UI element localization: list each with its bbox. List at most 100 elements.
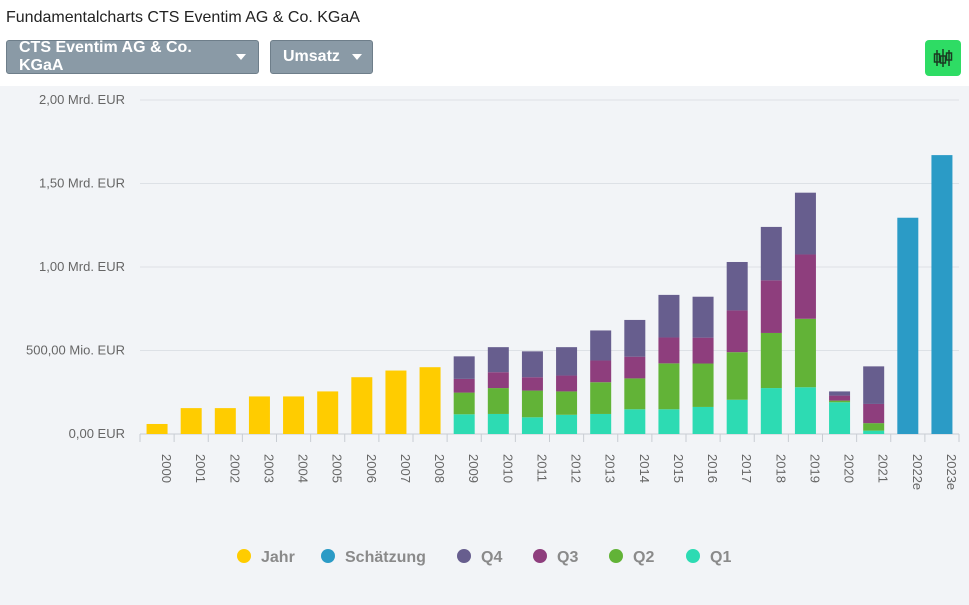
company-dropdown[interactable]: CTS Eventim AG & Co. KGaA	[6, 39, 259, 74]
bar-jahr-2001[interactable]	[180, 408, 202, 434]
x-tick-label: 2012	[569, 454, 584, 483]
bar-q4-2010[interactable]	[487, 347, 509, 373]
bar-q2-2012[interactable]	[556, 391, 578, 415]
bar-q3-2018[interactable]	[760, 280, 782, 333]
bar-schätzung-2022e[interactable]	[897, 217, 919, 434]
bar-q1-2019[interactable]	[794, 387, 816, 434]
bar-q2-2017[interactable]	[726, 352, 748, 400]
legend-label-q1[interactable]: Q1	[710, 549, 731, 566]
bar-jahr-2005[interactable]	[317, 391, 339, 434]
y-tick-label: 500,00 Mio. EUR	[26, 343, 125, 358]
bar-q4-2014[interactable]	[624, 319, 646, 357]
bar-q4-2012[interactable]	[556, 347, 578, 376]
x-tick-label: 2020	[842, 454, 857, 483]
bar-q1-2013[interactable]	[590, 413, 612, 434]
bar-q1-2018[interactable]	[760, 388, 782, 434]
bar-jahr-2003[interactable]	[248, 396, 270, 434]
bar-q2-2009[interactable]	[453, 392, 475, 415]
bar-q3-2009[interactable]	[453, 378, 475, 393]
bar-q1-2017[interactable]	[726, 399, 748, 434]
x-tick-label: 2003	[261, 454, 276, 483]
bar-q1-2014[interactable]	[624, 409, 646, 434]
x-tick-label: 2007	[398, 454, 413, 483]
bar-q4-2016[interactable]	[692, 296, 714, 338]
company-dropdown-label: CTS Eventim AG & Co. KGaA	[19, 39, 192, 74]
candlestick-chart-button[interactable]	[925, 40, 961, 76]
legend-marker-q4	[457, 549, 471, 563]
x-tick-label: 2023e	[944, 454, 959, 490]
bar-q3-2015[interactable]	[658, 337, 680, 364]
bar-jahr-2007[interactable]	[385, 370, 407, 434]
bar-schätzung-2023e[interactable]	[931, 155, 953, 435]
caret-down-icon	[351, 54, 362, 60]
bar-q1-2021[interactable]	[863, 430, 885, 434]
bar-q4-2013[interactable]	[590, 330, 612, 361]
legend-marker-q1	[686, 549, 700, 563]
x-tick-label: 2010	[500, 454, 515, 483]
bar-q4-2018[interactable]	[760, 226, 782, 281]
bar-jahr-2004[interactable]	[283, 396, 305, 434]
bar-q1-2009[interactable]	[453, 414, 475, 434]
y-tick-label: 1,00 Mrd. EUR	[39, 259, 125, 274]
bar-q2-2014[interactable]	[624, 378, 646, 410]
bar-q2-2020[interactable]	[829, 400, 851, 403]
y-tick-label: 0,00 EUR	[69, 426, 125, 441]
bar-q4-2015[interactable]	[658, 294, 680, 338]
bar-q3-2010[interactable]	[487, 372, 509, 389]
x-tick-label: 2002	[227, 454, 242, 483]
bar-q4-2019[interactable]	[794, 192, 816, 255]
bar-q1-2015[interactable]	[658, 409, 680, 434]
bar-q4-2020[interactable]	[829, 391, 851, 396]
bar-q2-2018[interactable]	[760, 332, 782, 389]
legend-marker-jahr	[237, 549, 251, 563]
bar-q2-2021[interactable]	[863, 423, 885, 431]
legend-label-q4[interactable]: Q4	[481, 549, 502, 566]
bar-q2-2015[interactable]	[658, 363, 680, 410]
bar-q2-2011[interactable]	[521, 390, 543, 418]
page-title: Fundamentalcharts CTS Eventim AG & Co. K…	[6, 9, 360, 26]
bar-q1-2020[interactable]	[829, 402, 851, 434]
bar-q1-2010[interactable]	[487, 413, 509, 434]
x-tick-label: 2021	[876, 454, 891, 483]
bar-q3-2011[interactable]	[521, 377, 543, 391]
bar-q3-2020[interactable]	[829, 395, 851, 401]
bar-q3-2019[interactable]	[794, 254, 816, 319]
legend-label-schätzung[interactable]: Schätzung	[345, 549, 426, 566]
x-tick-label: 2005	[330, 454, 345, 483]
bar-q1-2012[interactable]	[556, 414, 578, 434]
bar-jahr-2002[interactable]	[214, 408, 236, 434]
bar-q2-2013[interactable]	[590, 382, 612, 414]
legend-marker-q2	[609, 549, 623, 563]
bar-q3-2016[interactable]	[692, 337, 714, 364]
bar-q3-2021[interactable]	[863, 403, 885, 424]
metric-dropdown[interactable]: Umsatz	[270, 40, 373, 74]
legend-label-jahr[interactable]: Jahr	[261, 549, 295, 566]
bar-q3-2014[interactable]	[624, 356, 646, 379]
legend-label-q3[interactable]: Q3	[557, 549, 578, 566]
bar-q4-2011[interactable]	[521, 351, 543, 378]
x-tick-label: 2008	[432, 454, 447, 483]
bar-q2-2016[interactable]	[692, 363, 714, 407]
bar-q3-2017[interactable]	[726, 310, 748, 353]
bar-q4-2021[interactable]	[863, 366, 885, 404]
candlestick-chart-icon	[933, 49, 953, 67]
x-tick-label: 2018	[773, 454, 788, 483]
bar-jahr-2000[interactable]	[146, 423, 168, 434]
bar-q1-2016[interactable]	[692, 406, 714, 434]
bar-jahr-2008[interactable]	[419, 367, 441, 434]
x-tick-label: 2016	[705, 454, 720, 483]
bar-q4-2017[interactable]	[726, 261, 748, 311]
bar-jahr-2006[interactable]	[351, 377, 373, 434]
x-tick-label: 2006	[364, 454, 379, 483]
y-tick-label: 1,50 Mrd. EUR	[39, 176, 125, 191]
bar-q2-2019[interactable]	[794, 318, 816, 388]
bar-q3-2012[interactable]	[556, 375, 578, 392]
y-tick-label: 2,00 Mrd. EUR	[39, 92, 125, 107]
bar-q2-2010[interactable]	[487, 388, 509, 414]
bar-q4-2009[interactable]	[453, 356, 475, 379]
legend-label-q2[interactable]: Q2	[633, 549, 654, 566]
bar-q1-2011[interactable]	[521, 417, 543, 434]
x-tick-label: 2017	[739, 454, 754, 483]
bar-q3-2013[interactable]	[590, 360, 612, 383]
